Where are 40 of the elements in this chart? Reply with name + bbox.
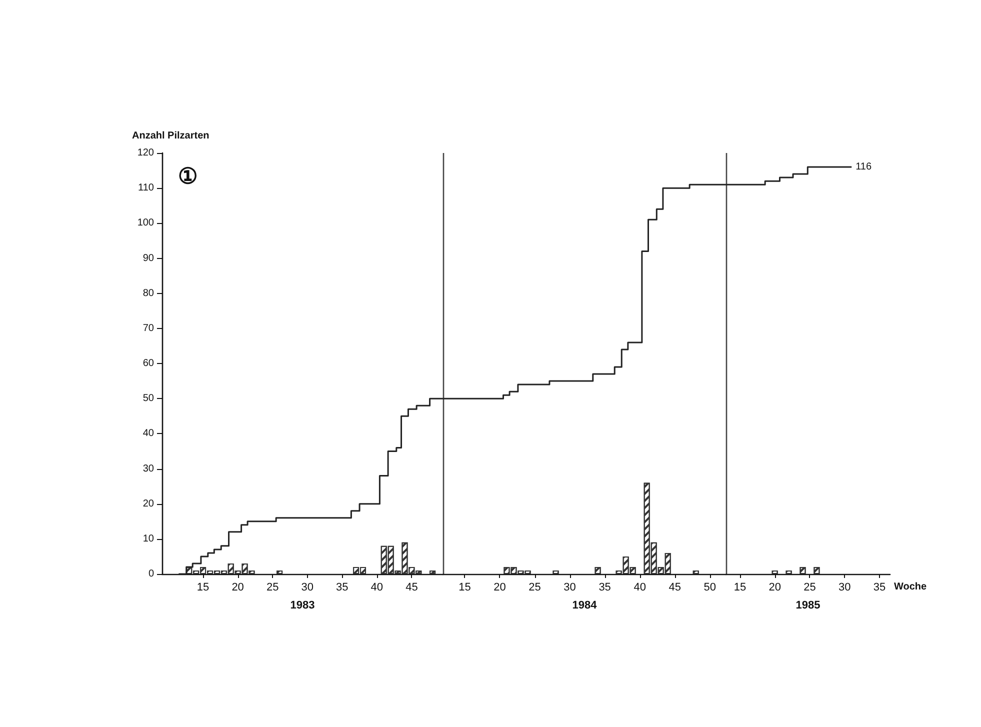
x-tick-label: 30 [301, 582, 314, 594]
x-tick-label: 45 [406, 582, 418, 594]
y-axis-title: Anzahl Pilzarten [132, 130, 210, 142]
y-tick-label: 10 [142, 533, 154, 544]
y-tick-label: 90 [142, 252, 154, 264]
y-tick-label: 50 [142, 393, 154, 404]
x-tick-label: 35 [598, 582, 611, 594]
y-tick-label: 110 [138, 182, 154, 194]
x-tick-label: 15 [196, 582, 210, 594]
x-tick-label: 50 [704, 582, 716, 594]
x-tick-label: 20 [494, 582, 506, 594]
y-tick-label: 30 [142, 463, 154, 474]
x-tick-label: 25 [266, 582, 279, 594]
x-tick-label: 35 [336, 582, 348, 594]
y-tick-label: 60 [142, 358, 154, 369]
y-tick-label: 20 [142, 498, 154, 510]
x-tick-label: 25 [804, 582, 816, 594]
annotation: 116 [856, 162, 872, 173]
x-tick-label: 15 [734, 582, 746, 594]
x-tick-label: 20 [768, 582, 781, 594]
x-tick-label: 25 [528, 582, 541, 594]
text: Woche [894, 582, 928, 592]
y-tick-label: 100 [137, 218, 154, 229]
y-tick-label: 0 [148, 568, 154, 580]
x-tick-label: 30 [838, 582, 851, 594]
y-tick-label: 120 [137, 148, 154, 158]
x-tick-label: 15 [458, 582, 471, 594]
x-tick-label: 20 [232, 582, 244, 594]
x-axis-title: 1985 [796, 600, 820, 612]
y-tick-label: 80 [142, 288, 154, 299]
x-tick-label: 40 [634, 582, 646, 594]
annotation: ① [178, 164, 198, 188]
x-axis-title: 1984 [572, 600, 598, 612]
x-tick-label: 35 [873, 582, 886, 594]
y-tick-label: 40 [142, 428, 154, 440]
x-tick-label: 40 [370, 582, 384, 594]
x-tick-label: 30 [564, 582, 576, 594]
y-tick-label: 70 [142, 322, 154, 334]
x-tick-label: 45 [668, 582, 681, 594]
x-axis-title: 1983 [290, 600, 315, 612]
